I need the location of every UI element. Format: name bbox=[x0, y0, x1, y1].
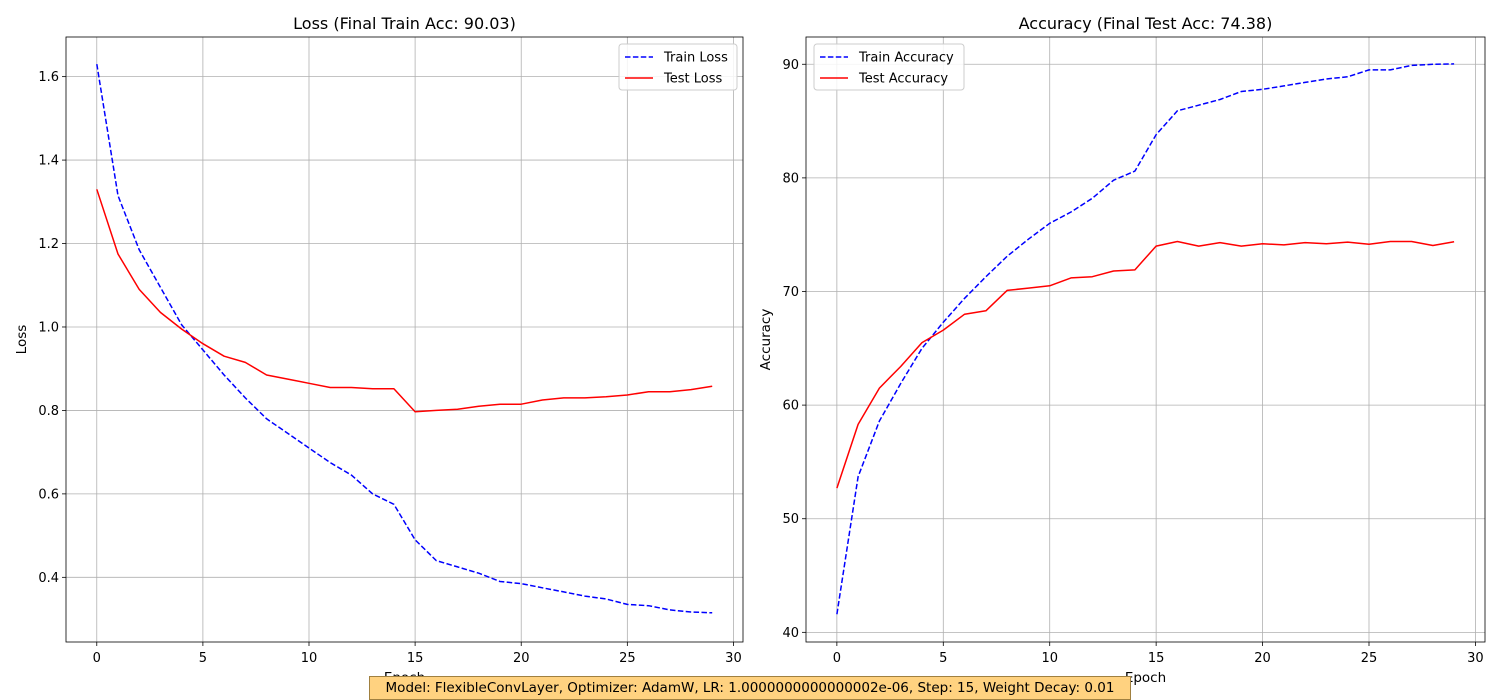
x-tick-label: 30 bbox=[725, 651, 742, 666]
y-tick-label: 90 bbox=[782, 58, 799, 73]
legend-label: Train Accuracy bbox=[858, 51, 954, 66]
y-tick-label: 0.4 bbox=[38, 571, 59, 586]
chart-panel-1: 0 5 10 15 20 25 30 0.4 0.6 0.8 1.0 1.2 1.4 1.6 Loss (F… bbox=[14, 14, 744, 686]
x-tick-label: 5 bbox=[199, 651, 207, 666]
series-line-2 bbox=[836, 240, 1455, 489]
legend-label: Train Loss bbox=[663, 51, 728, 66]
y-tick-label: 1.2 bbox=[38, 237, 59, 252]
y-tick-label: 0.6 bbox=[38, 487, 59, 502]
y-axis-label: Accuracy bbox=[758, 309, 774, 371]
x-tick-label: 10 bbox=[1041, 651, 1058, 666]
x-tick-label: 20 bbox=[1254, 651, 1271, 666]
y-tick-label: 1.6 bbox=[38, 70, 59, 85]
chart-title: Accuracy (Final Test Acc: 74.38) bbox=[1019, 14, 1273, 33]
legend: Train Loss Test Loss bbox=[618, 43, 738, 91]
y-axis-label: Loss bbox=[14, 325, 30, 355]
chart-title: Loss (Final Train Acc: 90.03) bbox=[293, 14, 516, 33]
y-tick-label: 50 bbox=[782, 512, 799, 527]
y-tick-label: 40 bbox=[782, 626, 799, 641]
series-line-1 bbox=[96, 63, 713, 614]
plot-frame bbox=[65, 36, 744, 643]
legend-label: Test Loss bbox=[663, 72, 722, 87]
chart-panel-2: 0 5 10 15 20 25 30 40 50 60 70 80 90 Accuracy (Final … bbox=[758, 14, 1486, 686]
x-axis-label: Epoch bbox=[1125, 670, 1166, 686]
legend-box bbox=[813, 43, 965, 91]
x-tick-label: 25 bbox=[619, 651, 636, 666]
y-tick-label: 60 bbox=[782, 399, 799, 414]
x-tick-label: 15 bbox=[1148, 651, 1165, 666]
y-tick-label: 0.8 bbox=[38, 404, 59, 419]
y-tick-label: 1.0 bbox=[38, 320, 59, 335]
legend: Train Accuracy Test Accuracy bbox=[813, 43, 965, 91]
y-tick-label: 70 bbox=[782, 285, 799, 300]
x-tick-label: 20 bbox=[513, 651, 530, 666]
x-tick-label: 25 bbox=[1361, 651, 1378, 666]
plot-frame bbox=[805, 36, 1486, 643]
x-tick-label: 10 bbox=[301, 651, 318, 666]
y-tick-label: 1.4 bbox=[38, 154, 59, 169]
x-tick-label: 30 bbox=[1467, 651, 1484, 666]
y-tick-label: 80 bbox=[782, 171, 799, 186]
x-tick-label: 15 bbox=[407, 651, 424, 666]
legend-label: Test Accuracy bbox=[858, 72, 948, 87]
config-info-box: Model: FlexibleConvLayer, Optimizer: Ada… bbox=[369, 676, 1131, 700]
x-tick-label: 5 bbox=[939, 651, 947, 666]
series-line-2 bbox=[96, 189, 713, 413]
series-line-1 bbox=[836, 63, 1455, 615]
x-tick-label: 0 bbox=[833, 651, 841, 666]
x-tick-label: 0 bbox=[93, 651, 101, 666]
